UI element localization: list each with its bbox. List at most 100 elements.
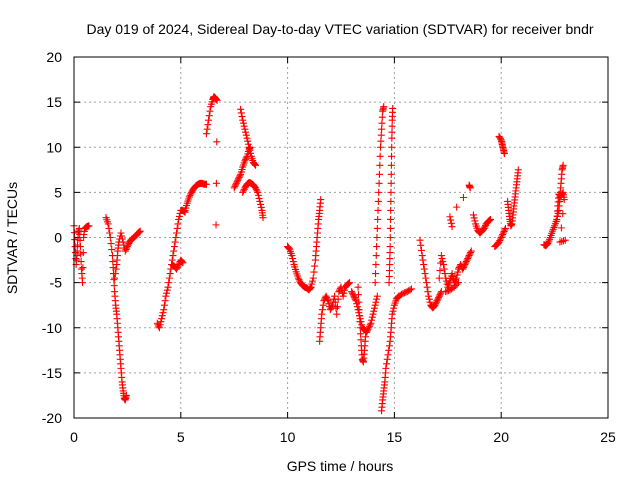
data-point-marker [110,276,118,284]
data-point-marker [496,235,504,243]
data-point-marker [242,128,250,136]
data-point-marker [326,306,334,314]
data-point-marker [364,325,372,333]
data-point-marker [173,224,181,232]
data-point-marker [242,155,250,163]
data-point-marker [437,289,445,297]
data-point-marker [386,224,394,232]
data-point-marker [425,292,433,300]
data-point-marker [497,234,505,241]
data-point-marker [285,244,293,252]
data-point-marker [307,283,315,291]
data-point-marker [165,279,173,287]
series-pass-26 [540,161,567,250]
data-point-marker [160,306,168,314]
data-point-marker [356,324,364,332]
data-point-marker [559,161,567,169]
data-point-marker [387,197,395,205]
series-pass-27 [553,188,569,246]
data-point-marker [369,310,377,318]
data-point-marker [356,318,364,326]
data-point-marker [170,247,178,255]
data-point-marker [163,289,171,297]
y-tick-label: 5 [54,184,62,200]
data-point-marker [487,215,495,223]
data-point-marker [77,258,85,266]
y-tick-label: 15 [46,94,62,110]
data-point-marker [371,279,379,287]
data-point-marker [501,224,509,232]
data-point-marker [240,122,248,130]
data-point-marker [164,283,172,291]
y-tick-label: -15 [42,365,62,381]
data-point-marker [377,137,385,145]
data-point-marker [252,185,260,193]
data-point-marker [377,143,385,151]
data-point-marker [499,229,507,237]
data-point-marker [323,295,331,303]
data-point-marker [440,261,448,269]
series-pass-03 [111,227,144,282]
data-point-marker [76,243,84,251]
data-point-marker [385,342,393,350]
data-point-marker [333,303,341,311]
data-point-marker [560,196,568,204]
data-point-marker [213,138,221,146]
data-point-marker [377,131,385,139]
data-point-marker [423,283,431,291]
data-point-marker [376,161,384,169]
data-point-marker [123,244,131,252]
data-point-marker [421,270,429,278]
data-point-marker [324,297,332,305]
data-point-marker [242,154,250,162]
data-point-marker [368,313,376,321]
data-point-marker [213,96,221,104]
data-point-marker [357,330,365,338]
data-point-marker [158,312,166,320]
data-point-marker [119,238,127,246]
data-point-marker [333,310,341,318]
data-point-marker [162,292,170,300]
data-point-marker [110,282,118,290]
data-point-marker [232,181,240,189]
data-point-marker [464,253,472,261]
data-point-marker [257,200,265,208]
data-point-marker [186,191,194,199]
data-points [70,93,569,415]
data-point-marker [459,264,467,272]
series-pass-11 [284,196,325,294]
data-point-marker [108,246,116,254]
data-point-marker [416,236,424,244]
data-point-marker [500,150,508,158]
data-point-marker [481,223,489,231]
data-point-marker [319,301,327,309]
data-point-marker [155,322,163,330]
data-point-marker [420,265,428,273]
data-point-marker [123,243,131,251]
data-point-marker [419,256,427,264]
data-point-marker [237,105,245,113]
data-point-marker [387,215,395,223]
data-point-marker [122,246,130,254]
data-point-marker [465,252,473,260]
data-point-marker [332,304,340,312]
data-point-marker [241,157,249,165]
y-tick-label: -10 [42,320,62,336]
x-tick-label: 25 [600,429,616,445]
data-point-marker [440,265,448,273]
data-point-marker [161,297,169,305]
data-point-marker [336,285,344,293]
data-point-marker [85,222,93,230]
series-pass-12 [316,279,354,345]
x-tick-label: 20 [493,429,509,445]
data-point-marker [157,318,165,326]
data-point-marker [345,279,353,287]
data-point-marker [417,241,425,249]
data-point-marker [453,271,461,279]
data-point-marker [453,203,461,211]
series-pass-16 [378,285,415,415]
series-pass-04 [153,206,189,332]
data-point-marker [437,252,445,260]
data-point-marker [374,206,382,214]
